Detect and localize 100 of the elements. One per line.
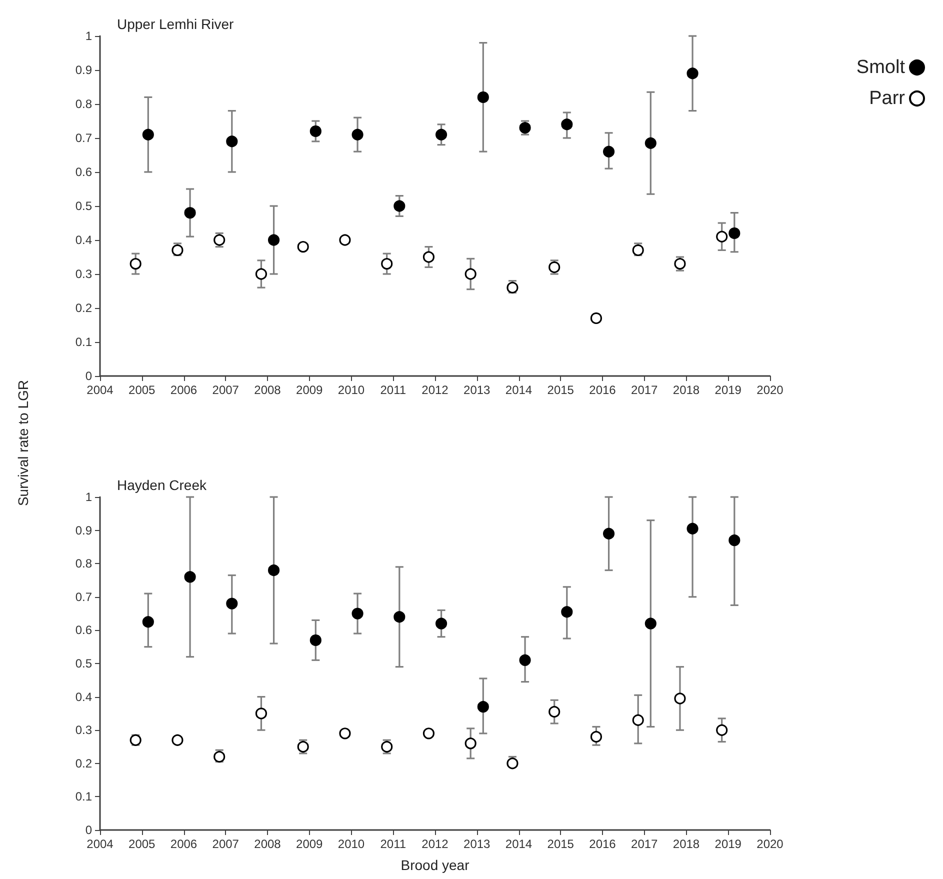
y-tick-label: 0 [85, 823, 92, 837]
legend-label: Parr [869, 88, 906, 109]
y-tick-label: 0.7 [75, 590, 92, 604]
x-tick-label: 2020 [756, 837, 784, 851]
point [184, 571, 196, 583]
x-tick-label: 2014 [505, 383, 532, 397]
point [255, 268, 268, 280]
x-tick-label: 2015 [547, 837, 574, 851]
point [644, 618, 656, 630]
point [422, 251, 435, 263]
point [184, 207, 196, 219]
x-tick-label: 2006 [170, 383, 198, 397]
point [477, 700, 489, 713]
x-tick-label: 2009 [296, 383, 324, 397]
y-tick-label: 0.7 [75, 131, 92, 145]
y-tick-label: 0.3 [75, 267, 92, 281]
y-tick-label: 0.9 [75, 523, 92, 538]
point [602, 146, 615, 158]
point [172, 734, 184, 746]
point [339, 728, 351, 740]
point [548, 706, 560, 718]
point [226, 598, 238, 610]
x-tick-label: 2015 [547, 383, 574, 397]
y-tick-label: 0.2 [75, 301, 92, 315]
x-tick-label: 2016 [589, 383, 616, 397]
point [561, 606, 573, 618]
y-tick-label: 1 [85, 29, 92, 43]
x-tick-label: 2013 [464, 383, 491, 397]
point [435, 618, 448, 630]
point [352, 128, 364, 140]
point [297, 241, 309, 253]
x-tick-label: 2010 [338, 383, 365, 397]
x-tick-label: 2007 [212, 383, 240, 397]
point [590, 730, 602, 743]
y-tick-label: 0.2 [75, 756, 92, 770]
point [632, 714, 644, 726]
point [435, 128, 448, 140]
x-tick-label: 2007 [212, 837, 240, 851]
y-tick-label: 0.1 [75, 790, 92, 804]
point [602, 528, 615, 540]
x-tick-label: 2004 [86, 383, 114, 397]
point [686, 68, 698, 80]
point [310, 125, 322, 137]
y-tick-label: 1 [85, 490, 92, 504]
x-tick-label: 2008 [254, 383, 282, 397]
x-tick-label: 2012 [422, 383, 449, 397]
point [339, 234, 351, 246]
point [716, 724, 728, 736]
x-tick-label: 2014 [505, 837, 532, 851]
x-tick-label: 2018 [672, 383, 700, 397]
y-tick-label: 0.8 [75, 556, 92, 571]
x-tick-label: 2016 [589, 837, 616, 851]
point [464, 268, 476, 280]
x-tick-label: 2012 [422, 837, 449, 851]
x-tick-label: 2011 [380, 383, 406, 397]
y-tick-label: 0 [85, 369, 92, 383]
point [477, 91, 489, 103]
chart-title: Hayden Creek [117, 477, 208, 493]
x-tick-label: 2008 [254, 837, 282, 851]
x-tick-label: 2006 [170, 837, 198, 851]
y-tick-label: 0.9 [75, 63, 92, 77]
point [255, 708, 268, 720]
point [310, 634, 322, 646]
point [728, 227, 740, 239]
point [394, 611, 406, 623]
y-tick-label: 0.5 [75, 199, 92, 213]
y-tick-label: 0.1 [75, 335, 92, 349]
point [394, 200, 406, 212]
x-tick-label: 2013 [464, 837, 491, 851]
x-tick-label: 2019 [714, 837, 742, 851]
point [268, 564, 280, 576]
y-tick-label: 0.6 [75, 165, 92, 179]
x-tick-label: 2018 [672, 837, 700, 851]
point [561, 118, 573, 130]
x-tick-label: 2009 [296, 837, 324, 851]
legend-label: Smolt [856, 57, 906, 78]
x-tick-label: 2011 [380, 837, 406, 851]
point [142, 128, 154, 140]
chart-title: Upper Lemhi River [117, 16, 234, 32]
y-tick-label: 0.8 [75, 97, 92, 111]
x-tick-label: 2017 [631, 837, 658, 851]
point [519, 654, 531, 666]
point [716, 230, 728, 242]
x-tick-label: 2005 [128, 837, 156, 851]
x-tick-label: 2005 [128, 383, 156, 397]
point [464, 738, 476, 750]
point [226, 136, 238, 148]
x-axis-title: Brood year [400, 857, 470, 873]
point [686, 522, 698, 534]
point [590, 312, 602, 324]
point [130, 258, 142, 270]
point [268, 234, 280, 246]
y-tick-label: 0.5 [75, 656, 92, 670]
y-tick-label: 0.6 [75, 623, 92, 638]
x-tick-label: 2004 [86, 837, 114, 851]
y-tick-label: 0.4 [75, 690, 92, 704]
point [422, 728, 435, 740]
y-tick-label: 0.4 [75, 233, 92, 247]
x-tick-label: 2010 [338, 837, 365, 851]
point [381, 258, 393, 270]
